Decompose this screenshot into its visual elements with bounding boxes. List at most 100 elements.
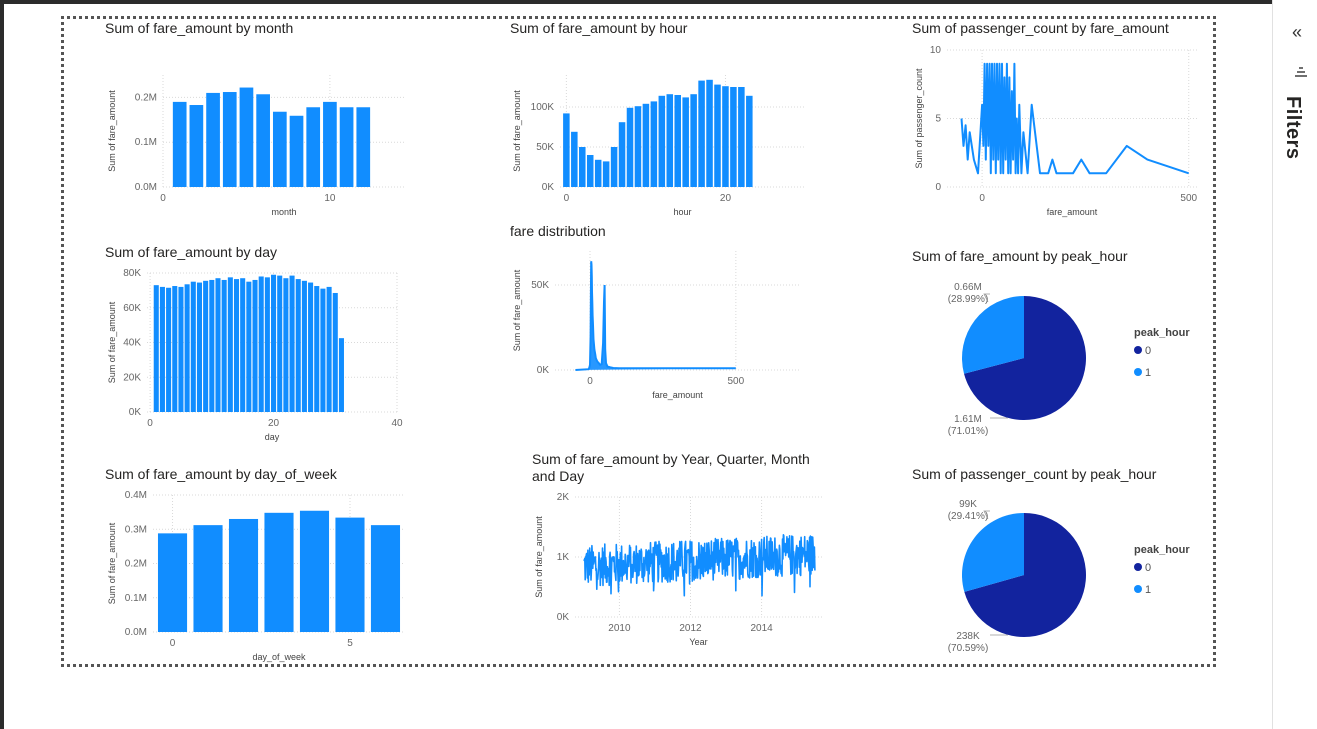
bar[interactable] (196, 282, 202, 412)
bar[interactable] (206, 92, 220, 187)
bar[interactable] (246, 281, 252, 412)
bar[interactable] (193, 525, 223, 632)
bar[interactable] (618, 122, 626, 187)
visual-month[interactable]: Sum of fare_amount by month 0.0M 0.1M 0.2M… (105, 20, 410, 220)
legend-marker[interactable] (1134, 368, 1142, 376)
bar[interactable] (314, 286, 320, 412)
bar[interactable] (277, 275, 283, 412)
visual-peak-hour-fare[interactable]: Sum of fare_amount by peak_hour 0.66M (28… (912, 248, 1202, 448)
filters-label[interactable]: Filters (1282, 96, 1304, 160)
report-canvas-selection[interactable] (61, 16, 1216, 667)
bar[interactable] (209, 279, 215, 412)
bar[interactable] (674, 95, 681, 187)
bar[interactable] (256, 94, 270, 187)
bar[interactable] (658, 95, 666, 187)
bar[interactable] (166, 287, 172, 412)
bar[interactable] (356, 107, 371, 187)
legend-item-label[interactable]: 1 (1145, 584, 1151, 596)
bar[interactable] (271, 274, 277, 412)
bar[interactable] (272, 111, 287, 187)
bar[interactable] (642, 103, 650, 187)
filter-lines-icon[interactable] (1294, 66, 1308, 78)
series-line[interactable] (583, 534, 816, 597)
bar[interactable] (730, 87, 737, 187)
bar[interactable] (682, 97, 689, 187)
double-chevron-left-icon[interactable]: « (1292, 22, 1303, 42)
bar[interactable] (159, 286, 165, 412)
pie-slice-0[interactable] (964, 296, 1086, 420)
bar[interactable] (722, 86, 729, 187)
bar[interactable] (339, 107, 354, 187)
bar[interactable] (172, 101, 187, 187)
legend-item-label[interactable]: 0 (1145, 562, 1151, 574)
bar[interactable] (189, 105, 204, 187)
legend-marker[interactable] (1134, 563, 1142, 571)
bar[interactable] (746, 95, 753, 187)
bar[interactable] (332, 292, 338, 412)
bar[interactable] (221, 279, 227, 412)
legend-item-label[interactable]: 0 (1145, 345, 1151, 357)
pie-slice-0[interactable] (964, 513, 1086, 637)
bar[interactable] (252, 279, 258, 412)
visual-peak-hour-passenger[interactable]: Sum of passenger_count by peak_hour 99K(… (912, 466, 1202, 666)
bar[interactable] (295, 279, 301, 412)
bar[interactable] (326, 286, 332, 412)
visual-day[interactable]: Sum of fare_amount by day 0K 20K 40K 60K 80K… (105, 244, 410, 449)
bar[interactable] (335, 517, 365, 632)
bar[interactable] (222, 92, 237, 187)
visual-year-quarter-month-day[interactable]: Sum of fare_amount by Year, Quarter, Mon… (532, 451, 832, 651)
bar[interactable] (258, 276, 264, 412)
bar[interactable] (299, 510, 330, 632)
bar[interactable] (203, 280, 209, 412)
bar[interactable] (690, 94, 697, 187)
bar[interactable] (714, 84, 721, 187)
bar[interactable] (215, 278, 221, 412)
legend-item-label[interactable]: 1 (1145, 367, 1151, 379)
bar[interactable] (178, 286, 184, 412)
bar[interactable] (228, 518, 259, 632)
bar[interactable] (698, 80, 705, 187)
bar[interactable] (610, 147, 618, 187)
bar[interactable] (594, 159, 602, 187)
bar[interactable] (308, 282, 314, 412)
bar[interactable] (172, 286, 178, 412)
bar[interactable] (586, 155, 594, 187)
bar[interactable] (579, 147, 586, 187)
bar[interactable] (283, 278, 289, 412)
bar[interactable] (323, 101, 337, 187)
bar[interactable] (650, 101, 658, 187)
bar[interactable] (666, 94, 674, 187)
visual-day-of-week[interactable]: Sum of fare_amount by day_of_week 0.0M 0.… (105, 466, 410, 666)
bar[interactable] (239, 87, 254, 187)
bar[interactable] (634, 106, 642, 187)
bar[interactable] (306, 107, 321, 187)
bar[interactable] (289, 275, 295, 412)
legend-marker[interactable] (1134, 585, 1142, 593)
bar[interactable] (153, 285, 159, 412)
bar[interactable] (289, 115, 304, 187)
bar[interactable] (233, 279, 240, 412)
bar[interactable] (190, 281, 196, 412)
bar[interactable] (706, 79, 713, 187)
visual-fare-distribution[interactable]: fare distribution 0K 50K 0 500 fare_amount Su… (510, 223, 810, 428)
bar[interactable] (563, 113, 570, 187)
bar[interactable] (157, 533, 188, 632)
bar[interactable] (184, 284, 190, 412)
bar[interactable] (626, 107, 634, 187)
bar[interactable] (738, 87, 745, 187)
bar[interactable] (602, 161, 610, 187)
bar[interactable] (227, 277, 233, 412)
bar[interactable] (264, 277, 270, 412)
bar[interactable] (240, 278, 246, 412)
pie-slice-1[interactable] (962, 513, 1024, 592)
series-line[interactable] (575, 261, 736, 371)
bar[interactable] (320, 288, 326, 412)
bar[interactable] (338, 338, 344, 412)
filters-pane[interactable]: « Filters (1272, 0, 1317, 729)
legend-marker[interactable] (1134, 346, 1142, 354)
bar[interactable] (571, 131, 578, 187)
bar[interactable] (370, 525, 401, 632)
series-line[interactable] (960, 62, 1190, 175)
visual-passenger-by-fare[interactable]: Sum of passenger_count by fare_amount 0 5… (912, 20, 1202, 220)
bar[interactable] (264, 512, 294, 632)
